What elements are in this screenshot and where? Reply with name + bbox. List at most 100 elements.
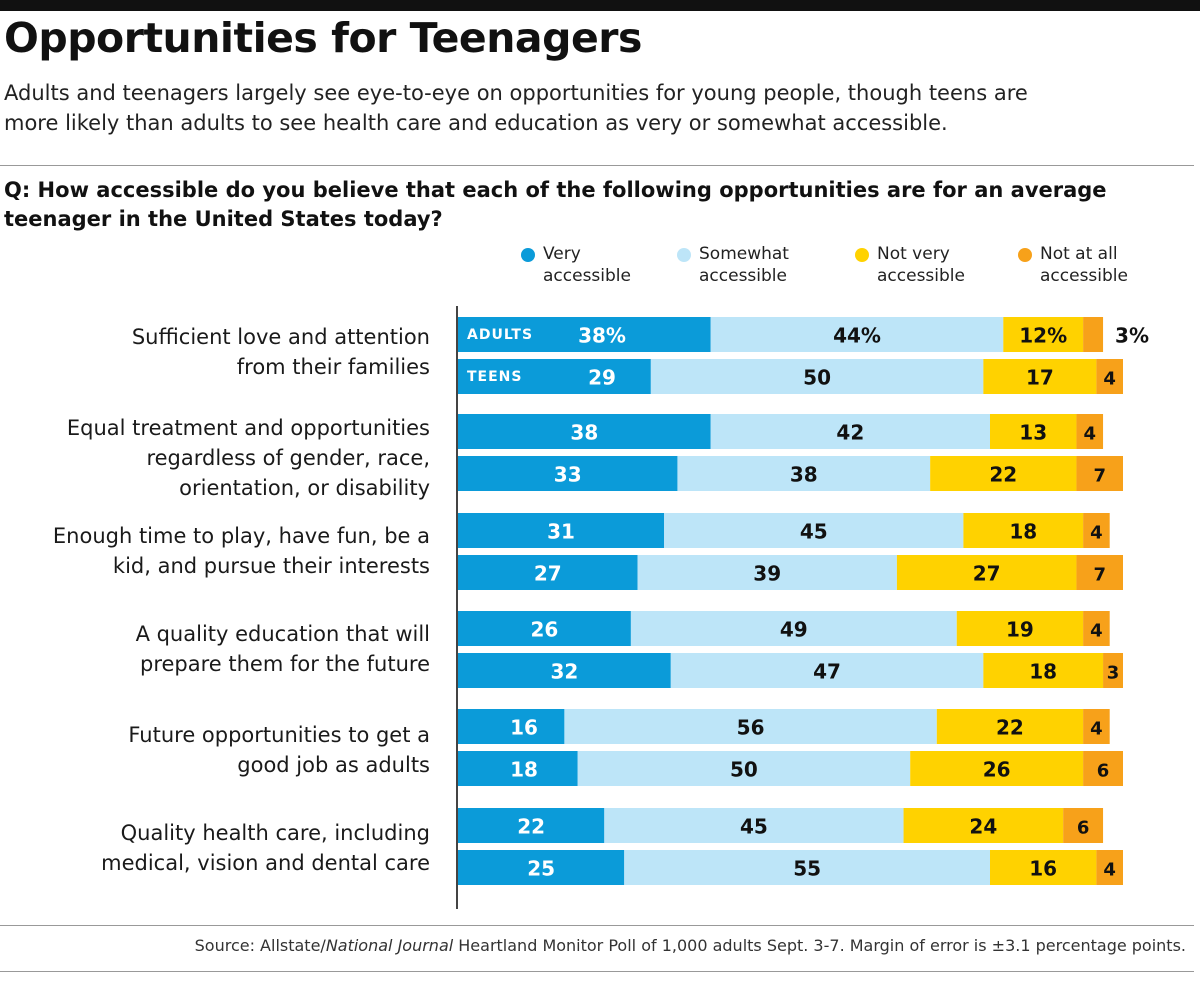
bar-teens-very-accessible-0 [458, 359, 651, 394]
category-label-job-line1: Future opportunities to get a [128, 723, 430, 747]
bar-adults-not-at-all-accessible-4 [1083, 709, 1110, 744]
category-label-equal-treatment-line1: Equal treatment and opportunities [66, 416, 430, 440]
legend-label-not-at-all-line1: Not at all [1040, 244, 1118, 264]
data-label-adults-not-very-accessible-4: 22 [996, 716, 1024, 740]
legend-swatch-not-at-all [1018, 248, 1032, 262]
data-label-teens-very-accessible-1: 33 [554, 463, 582, 487]
data-label-teens-not-at-all-accessible-3: 3 [1107, 663, 1120, 684]
legend-label-not-very-line2: accessible [877, 266, 965, 286]
top-bar [0, 0, 1200, 11]
bar-teens-very-accessible-1 [458, 456, 678, 491]
bar-adults-very-accessible-1 [458, 414, 711, 449]
data-label-teens-not-very-accessible-3: 18 [1029, 660, 1057, 684]
legend-label-not-at-all-line2: accessible [1040, 266, 1128, 286]
data-label-teens-somewhat-accessible-2: 39 [753, 562, 781, 586]
legend-swatch-very [521, 248, 535, 262]
data-label-teens-not-at-all-accessible-2: 7 [1093, 565, 1106, 586]
bar-teens-very-accessible-4 [458, 751, 578, 786]
category-label-job: Future opportunities to get a good job a… [0, 720, 430, 780]
legend-label-not-very: Not very accessible [877, 243, 1017, 287]
bar-adults-not-very-accessible-5 [903, 808, 1064, 843]
bar-teens-not-at-all-accessible-4 [1083, 751, 1123, 786]
bar-teens-not-very-accessible-2 [896, 555, 1077, 590]
bar-teens-not-at-all-accessible-0 [1096, 359, 1123, 394]
data-label-teens-somewhat-accessible-4: 50 [730, 758, 758, 782]
data-label-adults-not-at-all-accessible-0: 3% [1115, 324, 1149, 348]
bar-adults-somewhat-accessible-1 [710, 414, 990, 449]
legend-label-somewhat-line1: Somewhat [699, 244, 789, 264]
legend-label-very: Very accessible [543, 243, 683, 287]
category-label-education-line1: A quality education that will [135, 622, 430, 646]
category-label-equal-treatment-line2: regardless of gender, race, [146, 446, 430, 470]
data-label-adults-very-accessible-1: 38 [570, 421, 598, 445]
legend-label-very-line2: accessible [543, 266, 631, 286]
category-label-play-line2: kid, and pursue their interests [112, 554, 430, 578]
chart-title: Opportunities for Teenagers [4, 14, 642, 62]
data-label-adults-very-accessible-3: 26 [531, 618, 559, 642]
bar-adults-not-at-all-accessible-0 [1083, 317, 1104, 352]
data-label-adults-somewhat-accessible-0: 44% [833, 324, 881, 348]
category-label-play: Enough time to play, have fun, be a kid,… [0, 521, 430, 581]
bar-adults-somewhat-accessible-0 [710, 317, 1004, 352]
data-label-teens-somewhat-accessible-3: 47 [813, 660, 841, 684]
category-label-health-care-line2: medical, vision and dental care [101, 851, 430, 875]
bar-teens-not-very-accessible-5 [990, 850, 1097, 885]
bar-teens-very-accessible-3 [458, 653, 671, 688]
data-label-adults-somewhat-accessible-3: 49 [780, 618, 808, 642]
data-label-teens-very-accessible-3: 32 [550, 660, 578, 684]
bar-adults-very-accessible-5 [458, 808, 605, 843]
bar-adults-not-at-all-accessible-5 [1063, 808, 1104, 843]
data-label-teens-not-very-accessible-1: 22 [989, 463, 1017, 487]
bar-adults-not-at-all-accessible-2 [1083, 513, 1110, 548]
category-label-job-line2: good job as adults [237, 753, 430, 777]
data-label-adults-somewhat-accessible-4: 56 [737, 716, 765, 740]
chart-subtitle: Adults and teenagers largely see eye-to-… [4, 81, 1028, 135]
bar-teens-not-at-all-accessible-5 [1096, 850, 1123, 885]
survey-question: Q: How accessible do you believe that ea… [4, 178, 1107, 231]
data-label-adults-not-at-all-accessible-1: 4 [1083, 424, 1096, 445]
legend-item-somewhat: Somewhat accessible [677, 243, 839, 287]
data-label-adults-very-accessible-4: 16 [510, 716, 538, 740]
legend-label-very-line1: Very [543, 244, 581, 264]
category-label-love-line2: from their families [236, 355, 430, 379]
data-label-adults-very-accessible-2: 31 [547, 520, 575, 544]
data-label-teens-very-accessible-0: 29 [588, 366, 616, 390]
divider-bottom-upper [0, 925, 1194, 926]
legend-label-not-very-line1: Not very [877, 244, 950, 264]
chart-axis [456, 306, 458, 909]
bar-adults-not-very-accessible-4 [936, 709, 1084, 744]
bar-teens-not-at-all-accessible-2 [1076, 555, 1123, 590]
data-label-teens-not-very-accessible-5: 16 [1029, 857, 1057, 881]
data-label-adults-not-very-accessible-2: 18 [1009, 520, 1037, 544]
group-tag-adults: ADULTS [467, 327, 534, 343]
bar-adults-very-accessible-2 [458, 513, 665, 548]
bar-teens-somewhat-accessible-5 [624, 850, 990, 885]
data-label-teens-somewhat-accessible-0: 50 [803, 366, 831, 390]
bar-teens-not-very-accessible-4 [910, 751, 1084, 786]
bar-adults-not-very-accessible-1 [990, 414, 1077, 449]
bar-adults-somewhat-accessible-3 [630, 611, 957, 646]
bar-teens-somewhat-accessible-2 [637, 555, 897, 590]
group-tag-teens: TEENS [467, 369, 523, 385]
source-note: Source: Allstate/National Journal Heartl… [195, 936, 1186, 955]
data-label-teens-not-at-all-accessible-5: 4 [1103, 860, 1116, 881]
bar-adults-not-very-accessible-3 [956, 611, 1084, 646]
divider-top [0, 165, 1194, 166]
data-label-adults-not-at-all-accessible-5: 6 [1077, 818, 1090, 839]
bar-teens-somewhat-accessible-3 [670, 653, 984, 688]
bar-adults-not-very-accessible-0 [1003, 317, 1084, 352]
category-label-equal-treatment-line3: orientation, or disability [179, 476, 430, 500]
legend-item-very: Very accessible [521, 243, 683, 287]
category-label-education: A quality education that will prepare th… [0, 619, 430, 679]
category-label-play-line1: Enough time to play, have fun, be a [52, 524, 430, 548]
bar-adults-somewhat-accessible-4 [564, 709, 937, 744]
bar-teens-somewhat-accessible-1 [677, 456, 931, 491]
bar-adults-not-at-all-accessible-1 [1076, 414, 1104, 449]
data-label-teens-somewhat-accessible-5: 55 [793, 857, 821, 881]
legend-label-somewhat-line2: accessible [699, 266, 787, 286]
data-label-adults-not-very-accessible-3: 19 [1006, 618, 1034, 642]
bar-adults-somewhat-accessible-2 [664, 513, 964, 548]
category-label-health-care: Quality health care, including medical, … [0, 818, 430, 878]
legend-swatch-somewhat [677, 248, 691, 262]
